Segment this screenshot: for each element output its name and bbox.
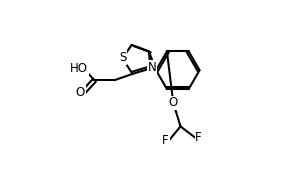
Text: HO: HO — [70, 62, 88, 75]
Text: O: O — [168, 96, 178, 109]
Text: F: F — [195, 131, 202, 144]
Text: S: S — [119, 51, 126, 64]
Text: N: N — [148, 61, 156, 74]
Text: F: F — [162, 135, 169, 147]
Text: O: O — [76, 86, 85, 98]
